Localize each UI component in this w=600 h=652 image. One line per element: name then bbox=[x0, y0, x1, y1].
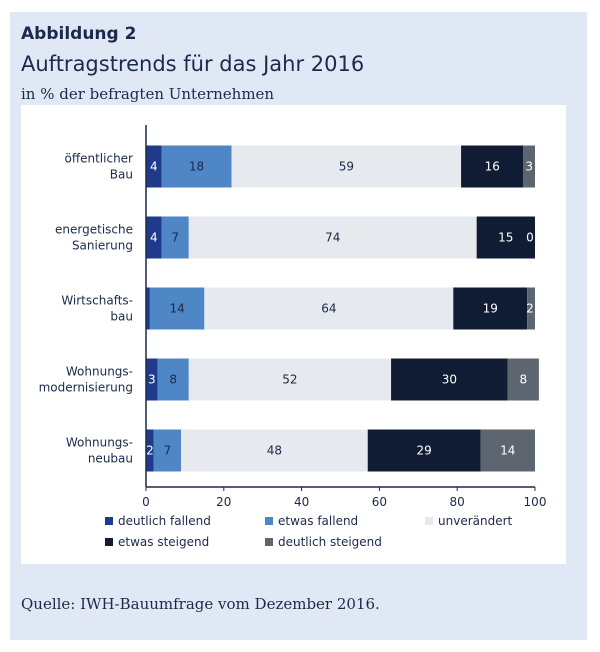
legend-swatch bbox=[265, 538, 273, 546]
figure-title: Auftragstrends für das Jahr 2016 bbox=[21, 52, 365, 76]
legend-swatch bbox=[265, 517, 273, 525]
bar-segment bbox=[523, 145, 535, 188]
plot-panel: 4 18 59 16 3 öffentlicher Bau 4 7 74 15 0 energetisc… bbox=[21, 105, 566, 564]
data-label: 19 bbox=[483, 302, 498, 316]
data-label: 29 bbox=[416, 444, 431, 458]
bar-segment bbox=[476, 216, 535, 259]
bar-segment bbox=[480, 429, 535, 472]
x-tick-label: 0 bbox=[142, 495, 150, 509]
x-tick-label: 20 bbox=[216, 495, 231, 509]
bar-segment bbox=[231, 145, 462, 188]
category-label: Wohnungs- bbox=[66, 436, 133, 450]
data-label: 7 bbox=[171, 231, 179, 245]
bar-segment bbox=[188, 358, 392, 401]
data-label: 3 bbox=[148, 373, 156, 387]
data-label: 15 bbox=[498, 231, 513, 245]
legend-label: deutlich fallend bbox=[118, 514, 211, 528]
legend-label: etwas steigend bbox=[118, 535, 209, 549]
data-label: 7 bbox=[164, 444, 172, 458]
data-label: 52 bbox=[282, 373, 297, 387]
bar-segment bbox=[146, 287, 150, 330]
legend-swatch bbox=[105, 517, 113, 525]
data-label: 18 bbox=[189, 160, 204, 174]
data-label: 4 bbox=[150, 231, 158, 245]
figure-subtitle: in % der befragten Unternehmen bbox=[21, 85, 275, 103]
data-label: 64 bbox=[321, 302, 336, 316]
category-label: öffentlicher bbox=[65, 152, 134, 166]
data-label: 14 bbox=[500, 444, 515, 458]
bar-segment bbox=[527, 287, 535, 330]
bar-segment bbox=[161, 216, 189, 259]
x-tick-label: 100 bbox=[524, 495, 547, 509]
data-label: 16 bbox=[485, 160, 500, 174]
bar-segment bbox=[461, 145, 524, 188]
category-label: Wirtschafts- bbox=[61, 294, 133, 308]
data-label: 74 bbox=[325, 231, 340, 245]
data-label: 2 bbox=[526, 302, 534, 316]
category-label: Wohnungs- bbox=[66, 365, 133, 379]
data-label: 48 bbox=[267, 444, 282, 458]
bar-segment bbox=[453, 287, 528, 330]
bar-segment bbox=[146, 216, 162, 259]
legend-label: etwas fallend bbox=[278, 514, 358, 528]
x-tick-label: 60 bbox=[372, 495, 387, 509]
bar-segment bbox=[507, 358, 539, 401]
bar-segment bbox=[146, 358, 158, 401]
figure-label: Abbildung 2 bbox=[21, 24, 137, 44]
category-label: bau bbox=[110, 310, 133, 324]
bar-segment bbox=[367, 429, 481, 472]
x-tick-label: 80 bbox=[450, 495, 465, 509]
bar-segment bbox=[188, 216, 477, 259]
data-label: 0 bbox=[526, 231, 534, 245]
x-tick-label: 40 bbox=[294, 495, 309, 509]
category-label: modernisierung bbox=[39, 381, 133, 395]
data-label: 14 bbox=[169, 302, 184, 316]
data-label: 4 bbox=[150, 160, 158, 174]
bar-segment bbox=[181, 429, 368, 472]
bar-segment bbox=[153, 429, 182, 472]
category-label: energetische bbox=[55, 223, 133, 237]
category-label: Sanierung bbox=[72, 239, 133, 253]
figure-frame: Abbildung 2 Auftragstrends für das Jahr … bbox=[10, 12, 587, 640]
bar-segment bbox=[146, 429, 154, 472]
bar-segment bbox=[146, 145, 162, 188]
data-label: 59 bbox=[339, 160, 354, 174]
bar-segment bbox=[161, 145, 232, 188]
bar-segment bbox=[149, 287, 205, 330]
source-note: Quelle: IWH-Bauumfrage vom Dezember 2016… bbox=[21, 595, 380, 613]
legend-swatch bbox=[425, 517, 433, 525]
data-label: 8 bbox=[520, 373, 528, 387]
data-label: 30 bbox=[442, 373, 457, 387]
data-label: 8 bbox=[169, 373, 177, 387]
data-label: 3 bbox=[525, 160, 533, 174]
category-label: Bau bbox=[110, 168, 133, 182]
bar-segment bbox=[391, 358, 508, 401]
legend-label: unverändert bbox=[438, 514, 513, 528]
legend-swatch bbox=[105, 538, 113, 546]
bar-segment bbox=[157, 358, 189, 401]
bar-segment bbox=[204, 287, 454, 330]
legend-label: deutlich steigend bbox=[278, 535, 382, 549]
data-label: 2 bbox=[146, 444, 154, 458]
category-label: neubau bbox=[88, 452, 133, 466]
